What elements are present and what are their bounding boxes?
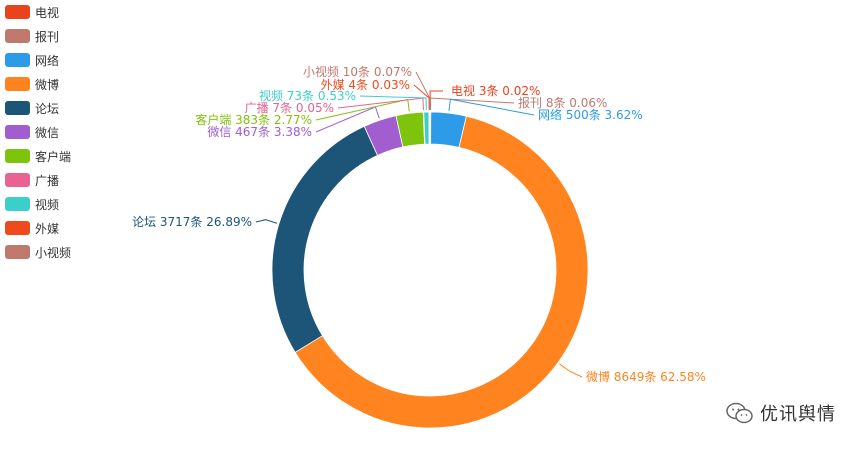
legend-label: 客户端	[35, 149, 72, 164]
watermark: 优讯舆情	[726, 400, 836, 426]
legend-label: 论坛	[35, 101, 60, 116]
legend-item[interactable]: 微信	[0, 120, 110, 144]
legend-label: 报刊	[35, 29, 60, 44]
callout-label: 微信 467条 3.38%	[207, 125, 312, 139]
legend-label: 外媒	[35, 221, 60, 236]
callout-label: 外媒 4条 0.03%	[321, 78, 410, 92]
donut-slice[interactable]	[428, 111, 431, 145]
callout-line	[415, 71, 431, 111]
legend-item[interactable]: 论坛	[0, 96, 110, 120]
callout-label: 论坛 3717条 26.89%	[132, 215, 252, 229]
legend-swatch	[5, 5, 30, 19]
legend-swatch	[5, 29, 30, 43]
donut-slice[interactable]	[423, 111, 430, 145]
legend-item[interactable]: 广播	[0, 168, 110, 192]
legend-swatch	[5, 197, 30, 211]
callout-line	[430, 97, 515, 111]
legend-label: 网络	[35, 53, 60, 68]
callout-line	[255, 219, 278, 224]
callout-label: 广播 7条 0.05%	[245, 101, 334, 115]
callout-label: 报刊 8条 0.06%	[518, 95, 607, 110]
legend-item[interactable]: 小视频	[0, 240, 110, 264]
legend-swatch	[5, 245, 30, 259]
watermark-text: 优讯舆情	[760, 404, 836, 425]
legend-item[interactable]: 客户端	[0, 144, 110, 168]
callout-line	[448, 98, 535, 116]
callout-label: 小视频 10条 0.07%	[303, 64, 412, 79]
callout-label: 微博 8649条 62.58%	[586, 369, 706, 384]
legend-item[interactable]: 电视	[0, 0, 110, 24]
legend-label: 电视	[35, 5, 60, 20]
callout-label: 客户端 383条 2.77%	[195, 112, 312, 127]
legend-label: 微信	[35, 125, 60, 140]
wechat-icon	[726, 402, 753, 424]
donut-slice[interactable]	[294, 115, 589, 429]
legend-item[interactable]: 微博	[0, 72, 110, 96]
legend-swatch	[5, 77, 30, 91]
legend-item[interactable]: 报刊	[0, 24, 110, 48]
legend-swatch	[5, 125, 30, 139]
callout-label: 网络 500条 3.62%	[538, 107, 643, 122]
legend-label: 广播	[35, 173, 60, 188]
legend-swatch	[5, 53, 30, 67]
legend-swatch	[5, 149, 30, 163]
callout-line	[559, 363, 583, 378]
legend-label: 小视频	[35, 245, 72, 260]
callout-line	[359, 95, 427, 111]
legend: 电视报刊网络微博论坛微信客户端广播视频外媒小视频	[0, 0, 110, 264]
legend-swatch	[5, 173, 30, 187]
legend-item[interactable]: 视频	[0, 192, 110, 216]
callout-label: 电视 3条 0.02%	[451, 83, 540, 98]
donut-slice[interactable]	[271, 125, 379, 353]
legend-item[interactable]: 网络	[0, 48, 110, 72]
callout-line	[429, 90, 443, 111]
legend-swatch	[5, 101, 30, 115]
callout-label: 视频 73条 0.53%	[259, 88, 356, 103]
legend-swatch	[5, 221, 30, 235]
legend-label: 视频	[35, 197, 60, 212]
legend-label: 微博	[35, 77, 60, 92]
legend-item[interactable]: 外媒	[0, 216, 110, 240]
